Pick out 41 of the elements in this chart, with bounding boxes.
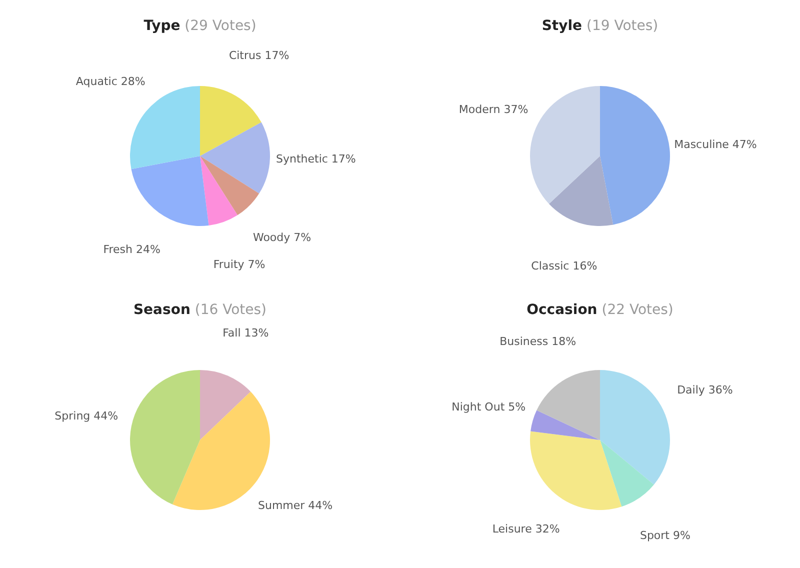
slice-label: Woody 7% [252,231,312,244]
slice-label: Business 18% [500,335,576,348]
pie-slice [200,156,238,226]
chart-title: Occasion [526,302,598,318]
pie-slice [200,86,262,156]
pie-slice [200,156,260,216]
chart-title: Style [542,18,582,34]
chart-subtitle: (16 Votes) [194,302,267,318]
pie-slice [530,410,600,440]
pie-slice [530,86,600,204]
chart-title: Type [144,18,180,34]
pie-slice [130,86,200,170]
chart-subtitle: (19 Votes) [585,18,658,34]
chart-subtitle: (29 Votes) [184,18,256,34]
slice-label: Fruity 7% [213,258,266,272]
slice-label: Masculine 47% [674,138,757,152]
pie-slice [200,122,270,194]
slice-label: Aquatic 28% [76,75,146,88]
pie-slice [600,370,670,485]
pie-slice [200,370,251,440]
slice-label: Summer 44% [258,499,333,512]
pie-slice [131,156,209,226]
slice-label: Night Out 5% [452,400,526,414]
slice-label: Fresh 24% [103,242,160,256]
pie-slice [600,86,670,225]
slice-label: Synthetic 17% [276,152,356,166]
pie-slice [130,370,200,504]
slice-label: Daily 36% [677,384,733,397]
slice-label: Fall 13% [222,326,269,340]
pie-slice [536,370,600,440]
pie-slice [530,431,622,510]
pie-slice [548,156,614,226]
pie-slice [600,440,654,507]
slice-label: Citrus 17% [228,49,290,62]
slice-label: Modern 37% [458,102,528,116]
chart-title: Season [133,302,190,318]
slice-label: Sport 9% [640,528,690,542]
slice-label: Classic 16% [531,259,598,272]
slice-label: Leisure 32% [492,522,560,536]
chart-subtitle: (22 Votes) [600,302,674,318]
slice-label: Spring 44% [54,410,118,423]
